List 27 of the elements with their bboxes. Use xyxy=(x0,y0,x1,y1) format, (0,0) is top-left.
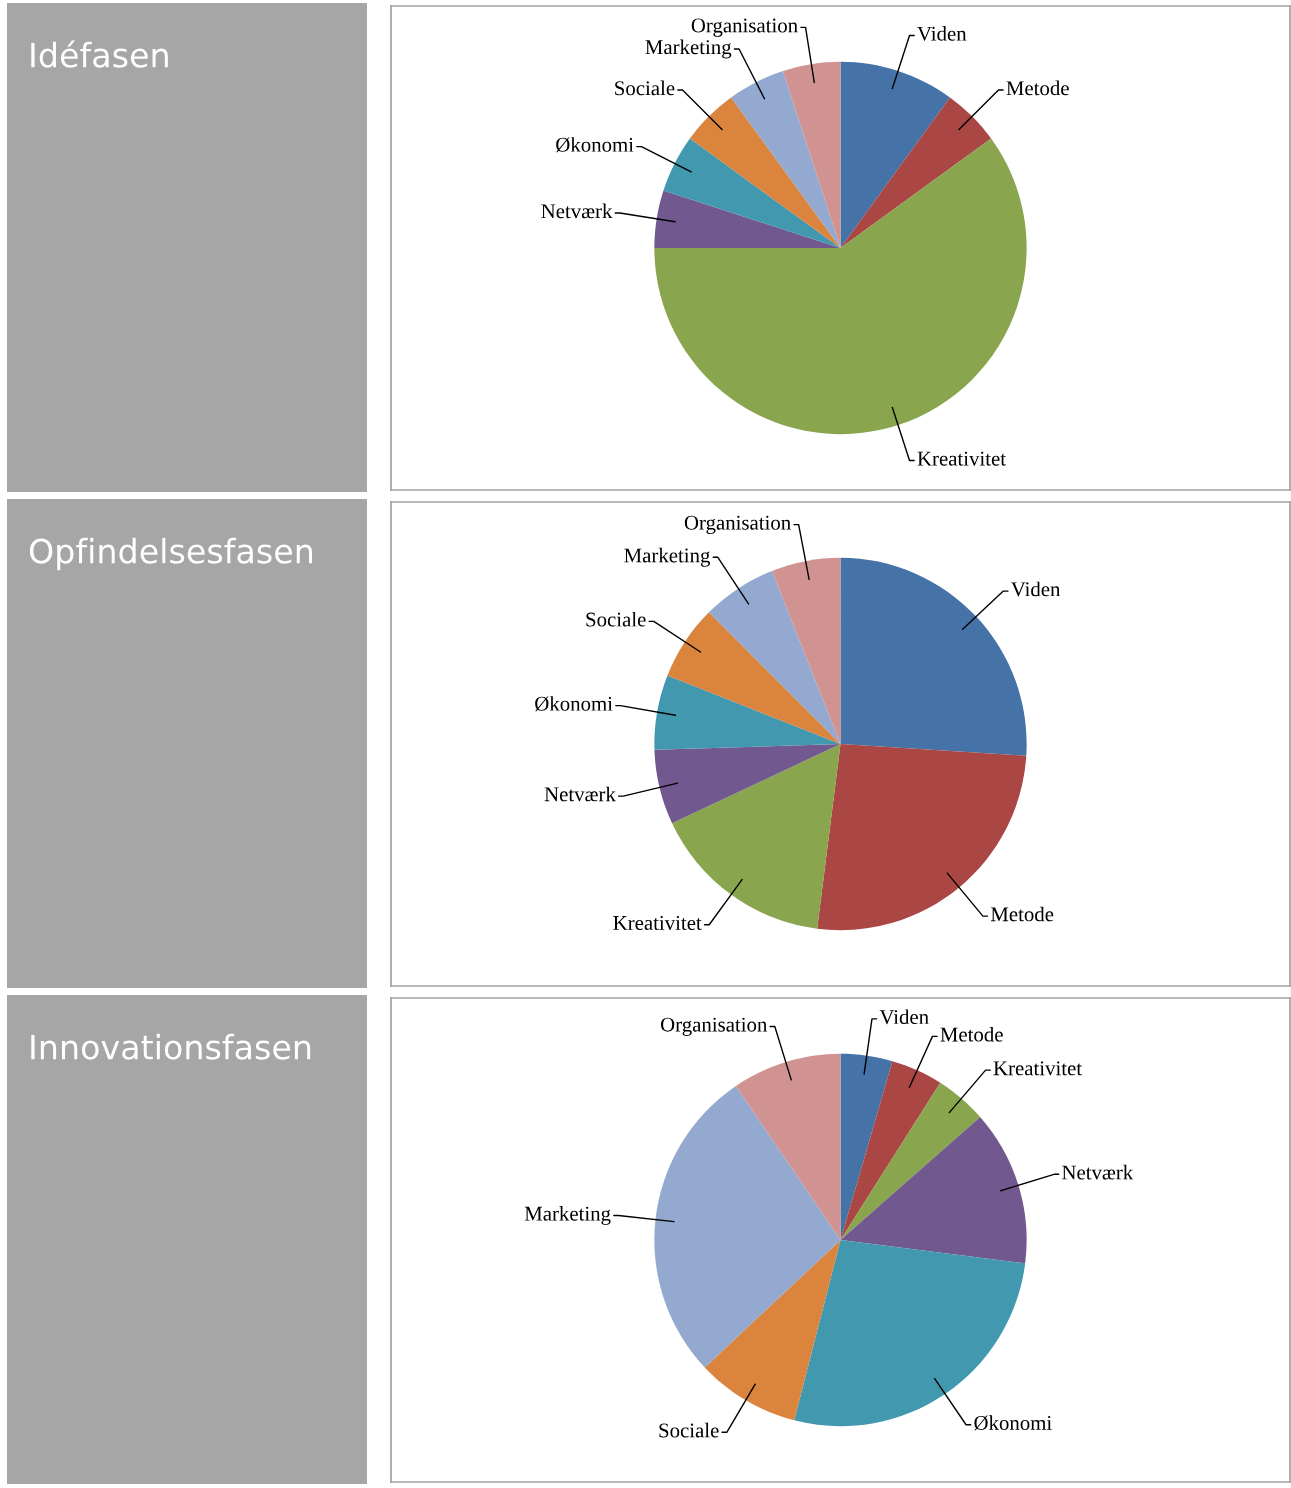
slice-label: Organisation xyxy=(691,18,798,37)
slice-label: Organisation xyxy=(660,1017,768,1036)
slice-label: Viden xyxy=(879,1009,929,1025)
slice-label: Marketing xyxy=(524,1206,611,1225)
slice-label: Kreativitet xyxy=(613,915,702,930)
slice-label: Kreativitet xyxy=(917,451,1006,466)
slice-label: Metode xyxy=(940,1026,1003,1042)
slice-label: Metode xyxy=(990,906,1054,922)
text: Innovationsfasen xyxy=(31,1033,311,1060)
text: Opfindelsesfasen xyxy=(29,537,313,571)
text: Idéfasen xyxy=(31,40,168,68)
slice-label: Netværk xyxy=(541,203,613,219)
slice-label: Organisation xyxy=(684,515,791,535)
slice-label: Økonomi xyxy=(556,137,634,153)
slice-label: Økonomi xyxy=(974,1415,1052,1431)
slice-label: Netværk xyxy=(544,786,616,802)
slice-label: Metode xyxy=(1006,80,1069,96)
slice-label: Sociale xyxy=(659,1422,719,1438)
slice-label: Sociale xyxy=(615,80,675,96)
slice-label: Viden xyxy=(917,26,967,41)
slice-label: Økonomi xyxy=(535,696,613,712)
slice-label: Marketing xyxy=(645,39,732,59)
slice-label: Sociale xyxy=(586,611,646,627)
slice-label: Kreativitet xyxy=(993,1061,1082,1076)
slice-label: Marketing xyxy=(624,547,711,567)
slice-label: Netværk xyxy=(1062,1164,1134,1180)
slice-label: Viden xyxy=(1011,581,1061,597)
